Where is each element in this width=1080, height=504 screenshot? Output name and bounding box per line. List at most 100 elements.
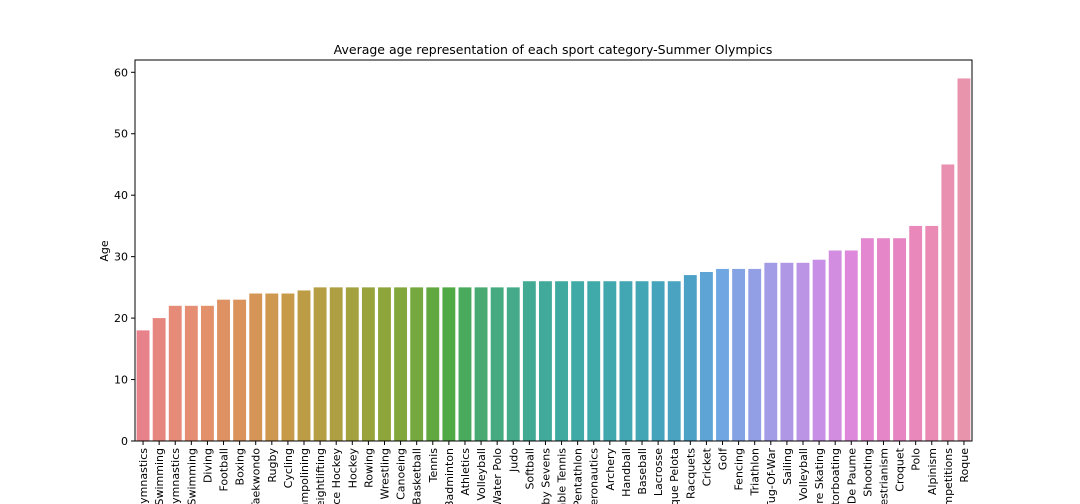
x-tick-label: Rhythmic Gymnastics bbox=[137, 448, 150, 504]
bar bbox=[957, 78, 971, 441]
x-tick-label: Basketball bbox=[411, 448, 424, 504]
bar bbox=[506, 287, 520, 441]
bar bbox=[909, 225, 923, 441]
bar bbox=[732, 268, 746, 441]
x-tick-label: Fencing bbox=[733, 448, 746, 491]
x-tick-label: Roque bbox=[958, 448, 971, 483]
bar bbox=[764, 262, 778, 441]
bar bbox=[619, 281, 633, 441]
y-tick-label: 60 bbox=[114, 66, 128, 79]
bar bbox=[378, 287, 391, 441]
x-tick-label: Cricket bbox=[700, 447, 713, 486]
x-tick-label: Croquet bbox=[894, 447, 907, 491]
x-tick-label: Rowing bbox=[362, 448, 375, 488]
bar bbox=[152, 318, 166, 441]
x-tick-label: Art Competitions bbox=[942, 448, 955, 504]
x-tick-label: Jeu De Paume bbox=[845, 448, 858, 504]
bar bbox=[796, 262, 810, 441]
x-tick-label: Baseball bbox=[636, 448, 649, 495]
x-tick-label: Volleyball bbox=[475, 448, 488, 501]
bar bbox=[716, 268, 729, 441]
x-tick-label: Wrestling bbox=[378, 448, 391, 500]
bar bbox=[522, 281, 536, 441]
bar bbox=[410, 287, 424, 441]
bar bbox=[297, 290, 311, 441]
bar bbox=[844, 250, 858, 441]
x-tick-label: Athletics bbox=[459, 448, 472, 496]
x-tick-label: Badminton bbox=[443, 448, 456, 504]
x-tick-label: Rugby Sevens bbox=[539, 448, 552, 504]
bar bbox=[780, 262, 794, 441]
x-tick-label: Hockey bbox=[346, 448, 359, 489]
bar bbox=[877, 238, 890, 441]
bar bbox=[667, 281, 681, 441]
bar bbox=[426, 287, 440, 441]
x-tick-label: Weightlifting bbox=[314, 448, 327, 504]
bar bbox=[361, 287, 375, 441]
x-tick-label: Basque Pelota bbox=[668, 448, 681, 504]
bar bbox=[136, 330, 150, 441]
bar bbox=[474, 287, 488, 441]
bar bbox=[490, 287, 504, 441]
bar bbox=[893, 238, 907, 441]
y-tick-label: 30 bbox=[114, 251, 128, 264]
bar bbox=[168, 305, 182, 441]
bar bbox=[925, 225, 939, 441]
bar bbox=[265, 293, 279, 441]
x-tick-label: Handball bbox=[620, 448, 633, 497]
bar bbox=[941, 164, 955, 441]
x-tick-label: Sailing bbox=[781, 448, 794, 485]
bar bbox=[345, 287, 359, 441]
bar bbox=[249, 293, 263, 441]
bar bbox=[828, 250, 842, 441]
x-tick-label: Shooting bbox=[861, 448, 874, 497]
y-tick-label: 10 bbox=[114, 374, 128, 387]
y-tick-label: 40 bbox=[114, 189, 128, 202]
bar bbox=[555, 281, 568, 441]
bar bbox=[217, 299, 230, 441]
x-tick-label: Ice Hockey bbox=[330, 448, 343, 504]
bar bbox=[699, 272, 713, 441]
x-tick-label: Swimming bbox=[185, 448, 198, 504]
x-tick-label: Rugby bbox=[266, 448, 279, 483]
bar bbox=[329, 287, 343, 441]
x-tick-label: Tennis bbox=[427, 448, 440, 484]
x-tick-label: Golf bbox=[717, 447, 730, 470]
y-tick-label: 50 bbox=[114, 128, 128, 141]
bar bbox=[313, 287, 327, 441]
x-tick-label: Cycling bbox=[282, 448, 295, 488]
x-tick-label: Beach Volleyball bbox=[797, 448, 810, 504]
x-tick-label: Lacrosse bbox=[652, 448, 665, 496]
x-tick-label: Judo bbox=[507, 448, 520, 473]
bar bbox=[281, 293, 295, 441]
bar bbox=[603, 281, 617, 441]
x-tick-label: Motorboating bbox=[829, 448, 842, 504]
x-tick-label: Equestrianism bbox=[877, 448, 890, 504]
y-tick-label: 0 bbox=[121, 435, 128, 448]
x-tick-label: Trampolining bbox=[298, 448, 311, 504]
y-axis-label: Age bbox=[98, 240, 111, 262]
x-tick-label: Alpinism bbox=[926, 448, 939, 495]
x-tick-label: Table Tennis bbox=[556, 448, 569, 504]
bar bbox=[442, 287, 456, 441]
x-tick-label: Football bbox=[218, 448, 231, 492]
x-tick-label: Softball bbox=[523, 448, 536, 490]
x-tick-label: Water Polo bbox=[491, 448, 504, 504]
x-tick-label: Gymnastics bbox=[169, 448, 182, 504]
plot-frame bbox=[134, 59, 973, 442]
x-tick-label: Modern Pentathlon bbox=[572, 448, 585, 504]
bar bbox=[683, 275, 697, 441]
x-tick-label: Racquets bbox=[684, 448, 697, 499]
x-tick-label: Diving bbox=[201, 448, 214, 483]
chart-title: Average age representation of each sport… bbox=[334, 42, 773, 57]
x-tick-label: Polo bbox=[910, 448, 923, 471]
x-tick-label: Boxing bbox=[234, 448, 247, 485]
x-tick-label: Synchronized Swimming bbox=[153, 448, 166, 504]
bar bbox=[651, 281, 665, 441]
bar bbox=[571, 281, 585, 441]
x-tick-label: Triathlon bbox=[749, 448, 762, 496]
bar bbox=[587, 281, 601, 441]
bar bbox=[458, 287, 472, 441]
x-tick-label: Aeronautics bbox=[588, 448, 601, 504]
